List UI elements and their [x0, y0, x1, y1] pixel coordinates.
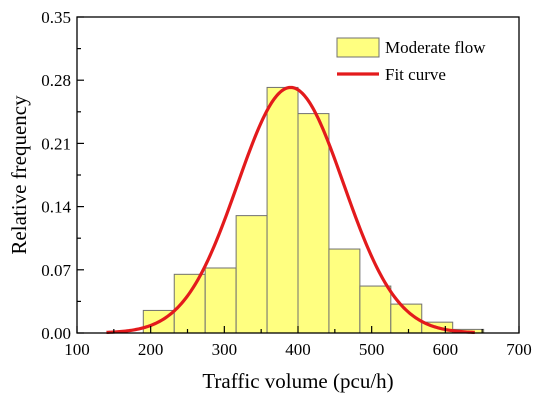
- y-tick-label: 0.35: [41, 8, 71, 27]
- histogram-bar: [359, 285, 392, 334]
- legend-swatch-moderate-flow: [336, 37, 380, 58]
- x-tick-label: 400: [285, 340, 311, 359]
- x-tick-label: 200: [138, 340, 164, 359]
- x-tick-label: 500: [359, 340, 385, 359]
- histogram-bar: [266, 86, 299, 334]
- x-tick-label: 300: [212, 340, 238, 359]
- legend: Moderate flow Fit curve: [336, 37, 486, 84]
- plot-frame: [76, 16, 520, 334]
- histogram-bar: [235, 215, 268, 334]
- y-axis-title: Relative frequency: [7, 95, 31, 255]
- x-tick-label: 600: [433, 340, 459, 359]
- histogram-bar: [204, 267, 237, 334]
- y-tick-labels: 0.00 0.07 0.14 0.21 0.28 0.35: [41, 8, 71, 343]
- y-tick-label: 0.14: [41, 198, 71, 217]
- histogram-bars: [142, 86, 485, 334]
- histogram-bar: [297, 113, 330, 334]
- legend-label-fit-curve: Fit curve: [385, 65, 446, 84]
- histogram-bar: [173, 273, 206, 334]
- fit-curve-line: [106, 85, 475, 335]
- y-tick-label: 0.21: [41, 134, 71, 153]
- legend-label-moderate-flow: Moderate flow: [385, 38, 486, 57]
- y-tick-label: 0.28: [41, 71, 71, 90]
- x-tick-label: 100: [64, 340, 90, 359]
- x-tick-labels: 100 200 300 400 500 600 700: [64, 340, 532, 359]
- histogram-bar: [328, 248, 361, 334]
- x-tick-label: 700: [506, 340, 532, 359]
- x-axis-title: Traffic volume (pcu/h): [202, 369, 393, 393]
- y-tick-label: 0.07: [41, 261, 71, 280]
- y-tick-label: 0.00: [41, 324, 71, 343]
